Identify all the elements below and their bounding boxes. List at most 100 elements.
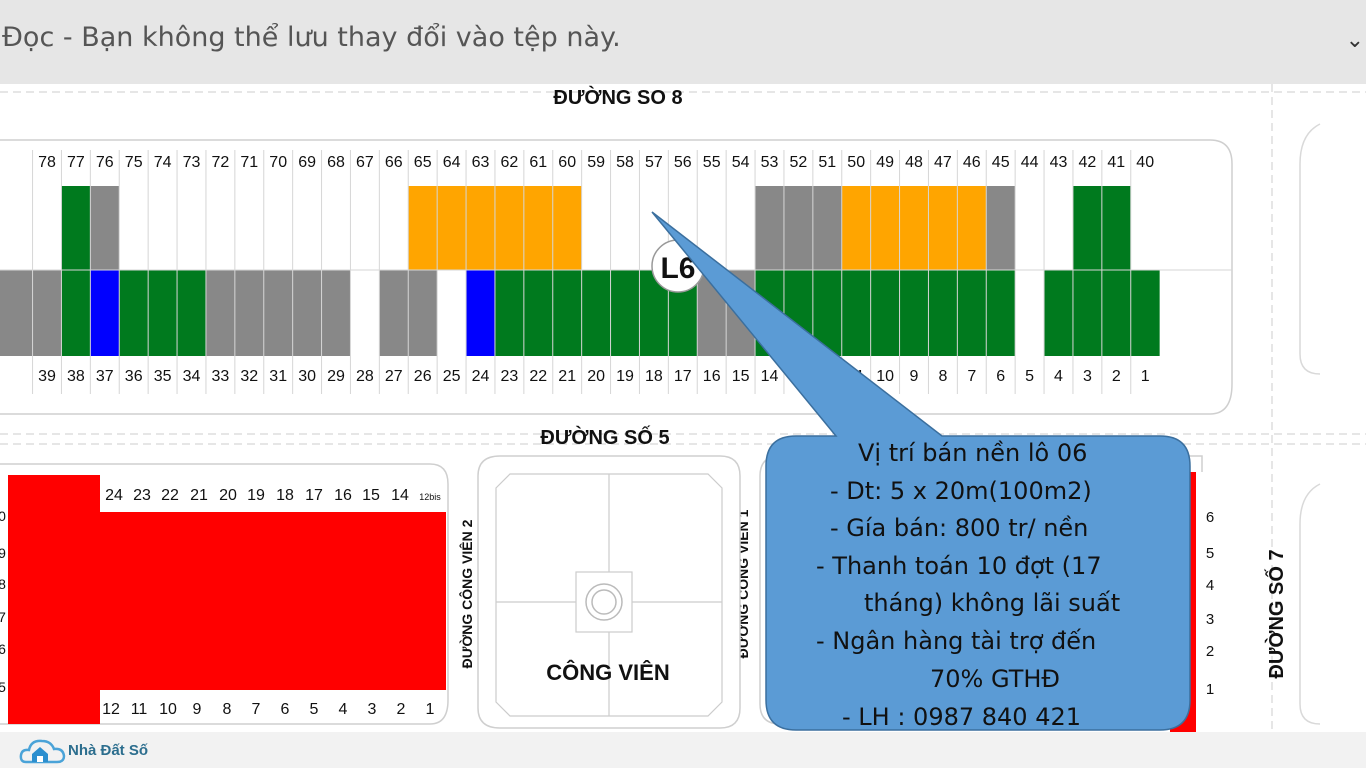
lot-number-top: 61 — [529, 154, 547, 171]
lot-bottom-fill — [523, 270, 553, 356]
lot-number-top: 52 — [790, 154, 808, 171]
lot-bottom-fill — [61, 270, 91, 356]
lot-top-fill — [466, 186, 495, 270]
lot-number-right-block: 2 — [1206, 643, 1214, 660]
lot-top-fill — [986, 186, 1016, 270]
lot-top-fill — [812, 186, 842, 270]
callout-shape — [651, 211, 1191, 731]
lot-bottom-fill — [986, 270, 1016, 356]
lot-top-fill — [1101, 186, 1131, 270]
lot-number-bottom: 5 — [1025, 368, 1034, 385]
callout-title: Vị trí bán nền lô 06 — [858, 439, 1088, 467]
lot-bottom-fill — [1101, 270, 1131, 356]
lot-number-top: 73 — [183, 154, 201, 171]
lot-bottom-fill — [1072, 270, 1102, 356]
lot-number-bottom: 22 — [529, 368, 547, 385]
lot-number-top: 67 — [356, 154, 374, 171]
callout-line: - Ngân hàng tài trợ đến — [816, 627, 1097, 655]
lot-number-top: 44 — [1021, 154, 1039, 171]
callout-line: - Gía bán: 800 tr/ nền — [830, 514, 1089, 542]
lot-number-block2-bottom: 2 — [397, 701, 406, 718]
lot-bottom-fill — [379, 270, 409, 356]
lot-number-right-block: 5 — [1206, 545, 1214, 562]
lot-number-top: 69 — [298, 154, 316, 171]
lot-number-block2-left: 8 — [0, 576, 6, 592]
lot-number-top: 66 — [385, 154, 403, 171]
callout-line: - Thanh toán 10 đợt (17 — [816, 552, 1102, 580]
lot-number-right-block: 4 — [1206, 577, 1214, 594]
lot-number-block2-top: 15 — [362, 487, 380, 504]
block-2-outline — [0, 463, 449, 725]
lot-number-top: 55 — [703, 154, 721, 171]
lot-number-bottom: 1 — [1141, 368, 1150, 385]
lot-top-fill — [523, 186, 553, 270]
lot-number-top: 62 — [501, 154, 519, 171]
lot-number-bottom: 35 — [154, 368, 172, 385]
house-cloud-icon — [19, 739, 66, 764]
park-fountain-inner — [591, 589, 617, 615]
lot-number-bottom: 2 — [1112, 368, 1121, 385]
lot-number-block2-top: 19 — [247, 487, 265, 504]
lot-number-block2-top: 23 — [133, 487, 151, 504]
lot-number-top: 48 — [905, 154, 923, 171]
lot-top-fill — [408, 186, 438, 270]
lot-number-top: 78 — [38, 154, 56, 171]
lot-number-top: 70 — [269, 154, 287, 171]
lot-number-top: 40 — [1136, 154, 1154, 171]
lot-number-block2-left: 9 — [0, 545, 6, 561]
road-label-top: ĐƯỜNG SO 8 — [553, 85, 682, 109]
lot-number-top: 71 — [240, 154, 258, 171]
lot-number-bottom: 39 — [38, 368, 56, 385]
lot-number-bottom: 27 — [385, 368, 403, 385]
lot-number-bottom: 34 — [183, 368, 201, 385]
block-right-number-column — [1196, 472, 1226, 732]
lot-number-top: 46 — [963, 154, 981, 171]
lot-top-fill — [957, 186, 987, 270]
lot-number-block2-bottom: 12 — [102, 701, 120, 718]
lot-number-block2-top: 18 — [276, 487, 294, 504]
lot-number-bottom: 4 — [1054, 368, 1063, 385]
lot-top-fill — [783, 186, 813, 270]
lot-number-top: 42 — [1079, 154, 1097, 171]
park-label: CÔNG VIÊN — [546, 660, 669, 685]
lot-top-fill — [870, 186, 900, 270]
lot-number-right-block: 6 — [1206, 509, 1214, 526]
lot-number-block2-left: 6 — [0, 641, 6, 657]
lot-number-block2-bottom: 4 — [339, 701, 348, 718]
lot-number-bottom: 30 — [298, 368, 316, 385]
callout-line: 70% GTHĐ — [930, 665, 1061, 693]
lot-number-top: 74 — [154, 154, 172, 171]
lot-number-block2-top: 22 — [161, 487, 179, 504]
lot-number-block2-bottom: 3 — [368, 701, 377, 718]
lot-bottom-fill — [292, 270, 322, 356]
lot-number-block2-bottom: 8 — [223, 701, 232, 718]
park-fountain — [585, 583, 623, 621]
chevron-down-icon[interactable]: ⌄ — [1345, 28, 1364, 53]
lot-bottom-fill — [263, 270, 293, 356]
lot-number-bottom: 38 — [67, 368, 85, 385]
lot-number-top: 72 — [212, 154, 230, 171]
lot-number-block2-left: 7 — [0, 609, 6, 625]
lot-number-block2-top: 16 — [334, 487, 352, 504]
lot-bottom-fill — [581, 270, 611, 356]
lot-number-block2-top: 20 — [219, 487, 237, 504]
lot-number-top: 64 — [443, 154, 461, 171]
lot-number-bottom: 8 — [938, 368, 947, 385]
lot-number-bottom: 14 — [761, 368, 779, 385]
lot-number-bottom: 26 — [414, 368, 432, 385]
lot-number-bottom: 3 — [1083, 368, 1092, 385]
lot-number-block2-top: 17 — [305, 487, 323, 504]
callout-line: - Dt: 5 x 20m(100m2) — [830, 477, 1092, 505]
lot-bottom-fill — [119, 270, 149, 356]
lot-number-block2-bottom: 5 — [310, 701, 319, 718]
lot-number-top: 56 — [674, 154, 692, 171]
lot-number-top: 63 — [472, 154, 490, 171]
lot-bottom-fill — [552, 270, 582, 356]
lot-number-top: 75 — [125, 154, 143, 171]
lot-bottom-fill — [177, 270, 206, 356]
lot-bottom-fill — [0, 270, 62, 356]
block-far-right-outline — [1299, 483, 1321, 725]
lot-number-bottom: 28 — [356, 368, 374, 385]
lot-number-bottom: 16 — [703, 368, 721, 385]
lot-number-bottom: 36 — [125, 368, 143, 385]
